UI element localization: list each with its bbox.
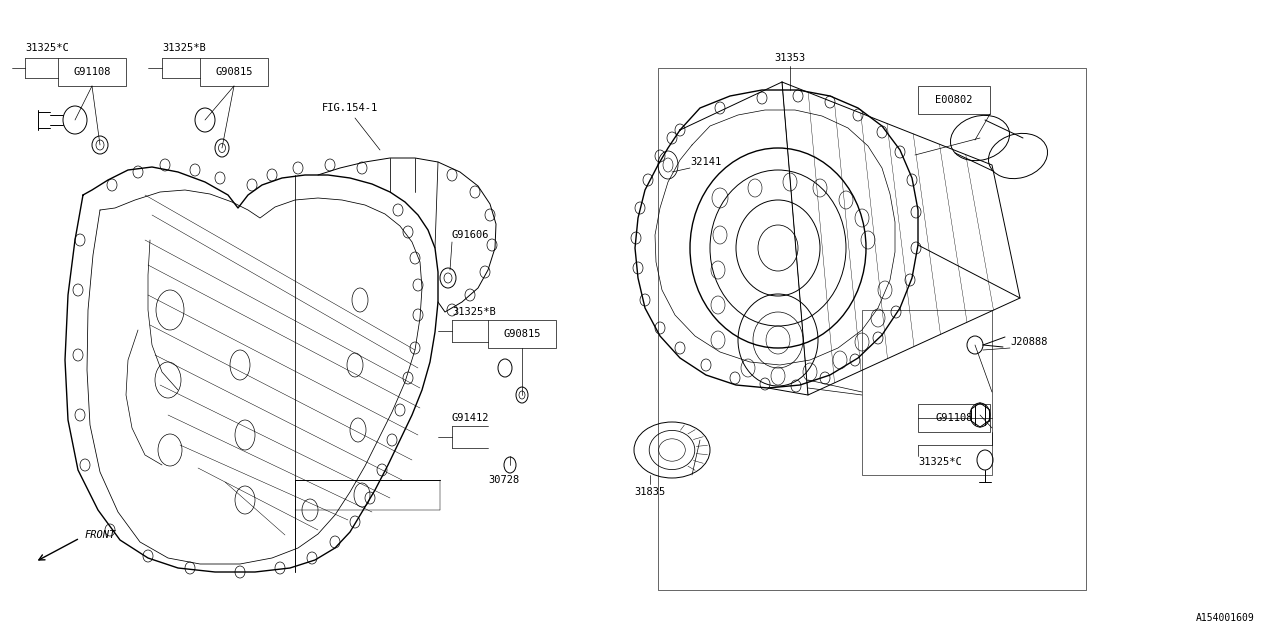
Text: G91108: G91108 — [936, 413, 973, 423]
Text: 32141: 32141 — [690, 157, 721, 167]
Text: 31835: 31835 — [635, 487, 666, 497]
Text: A154001609: A154001609 — [1197, 613, 1254, 623]
Text: FIG.154-1: FIG.154-1 — [323, 103, 379, 113]
Text: J20888: J20888 — [1010, 337, 1047, 347]
Bar — [488, 320, 556, 348]
Text: G90815: G90815 — [503, 329, 540, 339]
Bar — [918, 86, 989, 114]
Text: FRONT: FRONT — [84, 530, 116, 540]
Bar — [658, 68, 1085, 590]
Bar — [918, 404, 989, 432]
Text: 30728: 30728 — [488, 475, 520, 485]
Text: G90815: G90815 — [215, 67, 252, 77]
Text: G91108: G91108 — [73, 67, 111, 77]
Bar — [861, 310, 992, 475]
Text: 31325*C: 31325*C — [26, 43, 69, 53]
Text: 31325*C: 31325*C — [918, 457, 961, 467]
Text: E00802: E00802 — [936, 95, 973, 105]
Text: 31325*B: 31325*B — [163, 43, 206, 53]
Text: 31353: 31353 — [774, 53, 805, 63]
Bar — [200, 58, 268, 86]
Text: G91606: G91606 — [452, 230, 489, 240]
Text: 31325*B: 31325*B — [452, 307, 495, 317]
Text: G91412: G91412 — [452, 413, 489, 423]
Bar — [58, 58, 125, 86]
